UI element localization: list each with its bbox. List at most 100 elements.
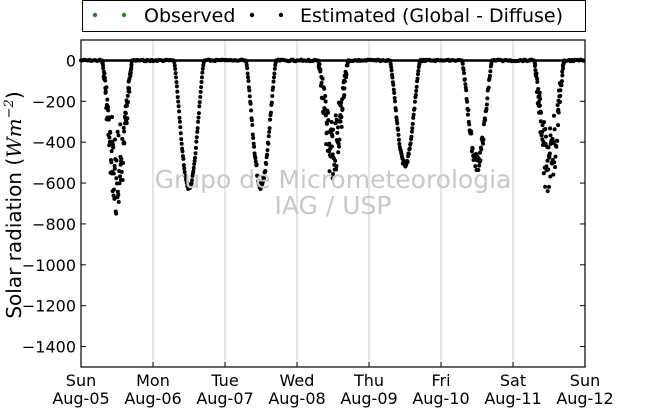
estimated-point-560 [410,121,415,126]
x-tick-day-3: Wed [280,371,315,390]
estimated-point-777 [551,140,556,145]
estimated-point-573 [416,68,421,73]
estimated-point-200 [184,181,189,186]
estimated-point-75 [111,187,116,192]
estimated-point-321 [266,141,271,146]
estimated-point-729 [537,103,542,108]
estimated-point-44 [104,85,109,90]
estimated-point-559 [410,126,415,131]
estimated-point-623 [467,122,472,127]
estimated-point-48 [105,97,110,102]
estimated-point-781 [553,165,558,170]
estimated-point-184 [177,119,182,124]
estimated-point-377 [318,67,323,72]
estimated-point-451 [338,103,343,108]
estimated-point-475 [345,63,350,68]
x-tick-date-7: Aug-12 [556,389,613,408]
estimated-point-565 [412,99,417,104]
estimated-point-521 [393,108,398,113]
estimated-point-374 [317,62,322,67]
estimated-point-219 [193,155,198,160]
estimated-point-467 [342,79,347,84]
estimated-point-765 [548,174,553,179]
estimated-point-119 [124,121,129,126]
estimated-point-787 [555,138,560,143]
estimated-point-238 [201,63,206,68]
estimated-point-618 [465,99,470,104]
estimated-point-235 [199,75,204,80]
estimated-point-562 [411,112,416,117]
estimated-point-173 [173,66,178,71]
estimated-point-228 [196,111,201,116]
estimated-point-217 [192,162,197,167]
x-tick-day-6: Sat [500,371,526,390]
y-axis-ticks: 0 −200 −400 −600 −800 −1000 −1200 −1400 [22,51,585,357]
estimated-point-798 [558,93,563,98]
estimated-point-180 [176,99,181,104]
estimated-point-711 [533,68,538,73]
estimated-point-797 [558,99,563,104]
estimated-point-130 [127,86,132,91]
estimated-point-124 [125,93,130,98]
estimated-point-548 [405,159,410,164]
plot-area: Grupo de Micrometeorologia IAG / USP 0 −2… [22,39,614,408]
estimated-point-273 [245,71,250,76]
estimated-point-56 [107,135,112,140]
estimated-point-393 [323,99,328,104]
estimated-point-743 [542,120,547,125]
estimated-point-671 [487,73,492,78]
estimated-point-74 [111,171,116,176]
estimated-point-524 [395,121,400,126]
estimated-point-197 [183,173,188,178]
estimated-point-323 [267,129,272,134]
legend-observed-label: Observed [144,5,235,27]
estimated-point-730 [538,96,543,101]
estimated-point-178 [175,89,180,94]
estimated-point-455 [339,124,344,129]
estimated-point-63 [109,160,114,165]
y-tick-label-3: −600 [32,174,76,193]
estimated-point-330 [270,93,275,98]
x-tick-day-1: Mon [136,371,170,390]
estimated-point-637 [473,164,478,169]
estimated-point-517 [392,90,397,95]
estimated-point-422 [331,127,336,132]
estimated-point-287 [251,141,256,146]
estimated-point-431 [334,167,339,172]
estimated-point-790 [556,123,561,128]
estimated-point-721 [536,87,541,92]
estimated-point-751 [544,164,549,169]
estimated-point-179 [175,95,180,100]
estimated-point-192 [181,156,186,161]
estimated-point-233 [199,85,204,90]
estimated-point-614 [463,82,468,87]
estimated-point-522 [394,115,399,120]
estimated-point-403 [326,118,331,123]
estimated-point-90 [116,133,121,138]
plot-frame [80,39,586,368]
estimated-point-513 [390,75,395,80]
estimated-point-454 [339,115,344,120]
estimated-point-42 [103,89,108,94]
estimated-point-223 [194,135,199,140]
estimated-point-229 [197,104,202,109]
estimated-point-773 [550,136,555,141]
estimated-point-663 [484,106,489,111]
estimated-point-519 [393,99,398,104]
estimated-point-37 [102,71,107,76]
estimated-point-620 [465,112,470,117]
estimated-point-291 [253,156,258,161]
estimated-point-232 [198,89,203,94]
estimated-point-172 [172,63,177,68]
estimated-point-64 [109,149,114,154]
estimated-point-324 [267,126,272,131]
estimated-point-286 [251,135,256,140]
estimated-point-804 [559,79,564,84]
estimated-point-281 [249,108,254,113]
estimated-point-188 [179,141,184,146]
estimated-point-131 [127,89,132,94]
x-tick-date-4: Aug-09 [340,389,397,408]
estimated-point-103 [120,178,125,183]
estimated-point-335 [272,71,277,76]
estimated-point-88 [115,189,120,194]
